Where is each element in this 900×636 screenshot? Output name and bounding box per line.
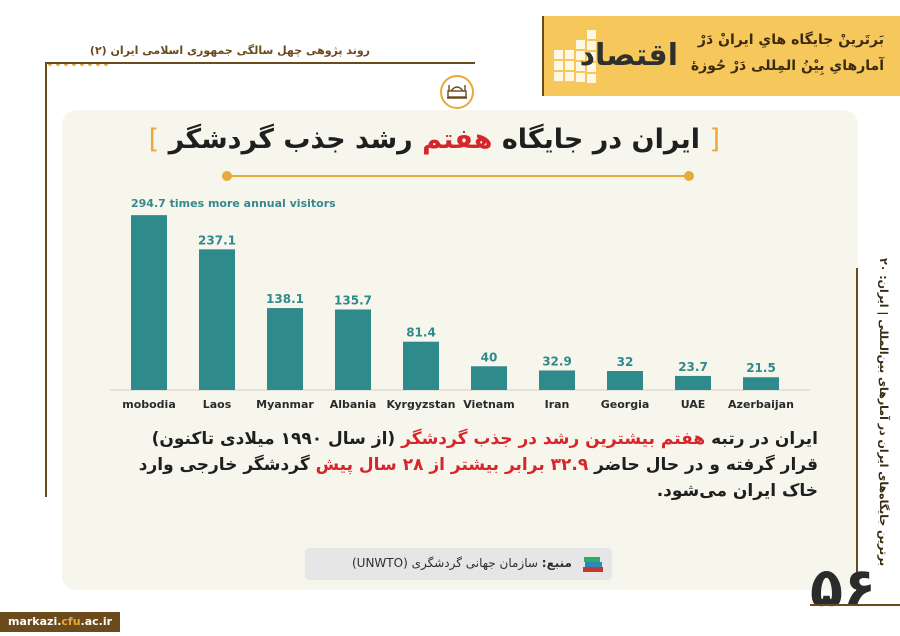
title-highlight: هفتم [422, 124, 493, 155]
category-label-albania: Albania [330, 398, 377, 411]
page-title: [ ایران در جایگاه هفتم رشد جذب گردشگر ] [149, 124, 720, 155]
title-rule-dot-left [222, 171, 232, 181]
value-label-myanmar: 138.1 [266, 292, 304, 306]
bar-myanmar [267, 308, 303, 390]
banner-line-2: آمارهایِ بِیْنُ المِللی دَرْ حُوزهٔ [690, 58, 884, 74]
title-rule-dot-right [684, 171, 694, 181]
chart-title: 294.7 times more annual visitors [131, 197, 336, 210]
source-label: منبع: [541, 556, 572, 570]
description-part-3: گردشگر خارجی وارد خاک ایران می‌شود. [138, 455, 818, 501]
section-banner: اقتصاد بَرتَرینْ جایگاه هایِ ایرانْ دَرْ… [542, 16, 900, 96]
source-value: سازمان جهانی گردشگری (UNWTO) [351, 556, 538, 570]
source-text: منبع: سازمان جهانی گردشگری (UNWTO) [352, 556, 572, 570]
bar-laos [199, 249, 235, 390]
value-label-vietnam: 40 [481, 350, 498, 364]
side-caption: برترین جایگاه‌های ایران در آمارهای بین‌ا… [877, 258, 890, 567]
source-box: منبع: سازمان جهانی گردشگری (UNWTO) [305, 548, 612, 580]
page-number-rule [810, 604, 900, 606]
value-label-azerbaijan: 21.5 [746, 361, 776, 375]
category-label-vietnam: Vietnam [463, 398, 515, 411]
bar-georgia [607, 371, 643, 390]
site-suffix: .ac.ir [80, 615, 113, 628]
bar-albania [335, 309, 371, 390]
value-label-laos: 237.1 [198, 233, 236, 247]
site-accent: cfu [61, 615, 81, 628]
bar-chart: mobodia 237.1 Laos 138.1 Myanmar 135.7 Albania… [110, 215, 810, 411]
value-label-kyrgyzstan: 81.4 [406, 326, 436, 340]
right-rule [856, 268, 858, 598]
series-label: روند پژوهی چهل سالگی جمهوری اسلامی ایران… [89, 44, 370, 57]
bar-iran [539, 370, 575, 390]
category-label-myanmar: Myanmar [256, 398, 314, 411]
site-link[interactable]: markazi.cfu.ac.ir [0, 612, 120, 632]
category-label-georgia: Georgia [601, 398, 650, 411]
category-label-mobodia: mobodia [122, 398, 176, 411]
description-part-2: (از سال ۱۹۹۰ میلادی تاکنون) قرار گرفته و… [151, 429, 818, 475]
category-label-iran: Iran [545, 398, 570, 411]
bar-azerbaijan [743, 377, 779, 390]
title-bracket-close: ] [148, 124, 160, 155]
emblem-icon [440, 75, 474, 109]
value-label-albania: 135.7 [334, 293, 372, 307]
bar-mobodia [131, 215, 167, 390]
page-number: ۵۶ [810, 556, 876, 619]
bar-uae [675, 375, 711, 390]
bar-vietnam [471, 366, 507, 390]
description: ایران در رتبه هفتم بیشترین رشد در جذب گر… [120, 426, 818, 504]
title-bracket-open: [ [709, 124, 720, 155]
site-prefix: markazi. [8, 615, 62, 628]
title-prefix: ایران در جایگاه [501, 124, 701, 155]
category-label-uae: UAE [681, 398, 706, 411]
value-label-uae: 23.7 [678, 360, 708, 374]
banner-word: اقتصاد [579, 38, 678, 73]
left-rule [45, 62, 475, 64]
category-label-kyrgyzstan: Kyrgyzstan [387, 398, 456, 411]
value-label-iran: 32.9 [542, 354, 572, 368]
category-label-azerbaijan: Azerbaijan [728, 398, 794, 411]
content-panel [62, 110, 858, 590]
description-highlight-2: ۳۲.۹ برابر بیشتر از ۲۸ سال پیش [315, 455, 589, 475]
title-rule [228, 175, 688, 177]
category-label-laos: Laos [203, 398, 232, 411]
bar-kyrgyzstan [403, 341, 439, 390]
description-highlight-1: هفتم بیشترین رشد در جذب گردشگر [401, 429, 706, 449]
title-suffix: رشد جذب گردشگر [168, 124, 413, 155]
value-label-georgia: 32 [617, 355, 634, 369]
description-part-1: ایران در رتبه [711, 429, 818, 449]
banner-line-1: بَرتَرینْ جایگاه هایِ ایرانْ دَرْ [697, 32, 884, 48]
left-vertical-rule [45, 62, 47, 497]
dot-row-decoration [48, 51, 112, 70]
books-icon [582, 555, 604, 577]
